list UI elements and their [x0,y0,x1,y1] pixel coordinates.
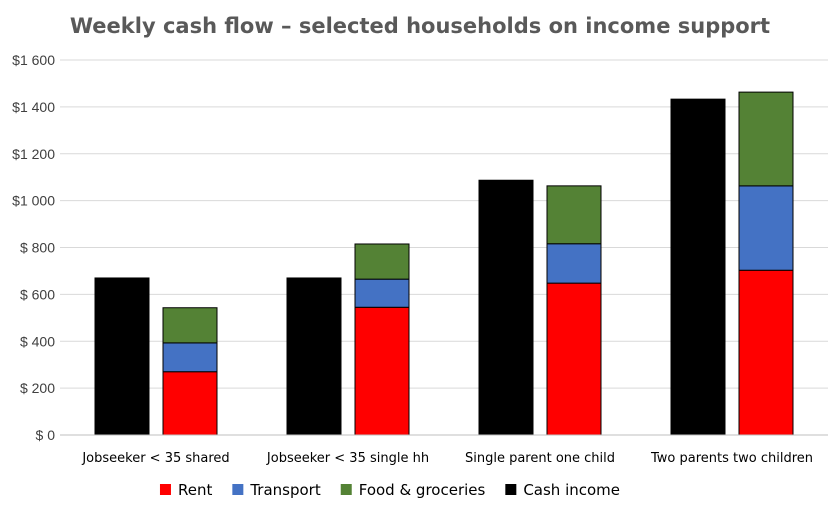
bar-rent [546,282,602,436]
y-tick-label: $ 800 [20,240,55,256]
bar-rent [162,371,218,436]
legend-item: Cash income [505,481,620,499]
legend-label: Rent [178,481,212,499]
legend-item: Rent [159,481,212,499]
bar-food-groceries [546,185,602,245]
y-tick-label: $1 400 [12,99,55,115]
bar-transport [162,342,218,373]
bar-transport [738,185,794,271]
legend-swatch [340,484,352,495]
bar-food-groceries [738,91,794,187]
x-tick-label: Single parent one child [465,451,615,466]
legend-label: Cash income [523,481,620,499]
legend-swatch [505,484,517,495]
y-tick-label: $ 200 [20,380,55,396]
bar-cash-income [94,277,150,436]
chart-title: Weekly cash flow – selected households o… [70,14,770,38]
legend-item: Transport [232,481,321,499]
x-tick-label: Jobseeker < 35 single hh [266,451,429,466]
bars [94,91,794,436]
bar-rent [738,269,794,436]
legend-label: Food & groceries [359,481,486,499]
y-axis-ticks: $ 0 $ 200 $ 400 $ 600 $ 800 $1 000 $1 200 $1 40… [12,52,55,443]
bar-rent [354,306,410,436]
bar-transport [546,243,602,284]
bar-food-groceries [162,307,218,344]
legend-swatch [159,484,171,495]
y-tick-label: $ 0 [36,427,56,443]
legend-item: Food & groceries [340,481,486,499]
legend-swatch [232,484,244,495]
y-tick-label: $ 600 [20,286,55,302]
bar-food-groceries [354,243,410,280]
y-tick-label: $1 000 [12,193,55,209]
bar-cash-income [670,98,726,436]
x-axis-ticks: Jobseeker < 35 shared Jobseeker < 35 sing… [81,451,813,466]
bar-cash-income [286,277,342,436]
bar-cash-income [478,179,534,436]
x-tick-label: Two parents two children [650,451,813,466]
y-tick-label: $ 400 [20,333,55,349]
bar-transport [354,278,410,308]
y-tick-label: $1 600 [12,52,55,68]
x-tick-label: Jobseeker < 35 shared [81,451,229,466]
y-tick-label: $1 200 [12,146,55,162]
legend: Rent Transport Food & groceries Cash income [159,481,620,499]
legend-label: Transport [249,481,321,499]
